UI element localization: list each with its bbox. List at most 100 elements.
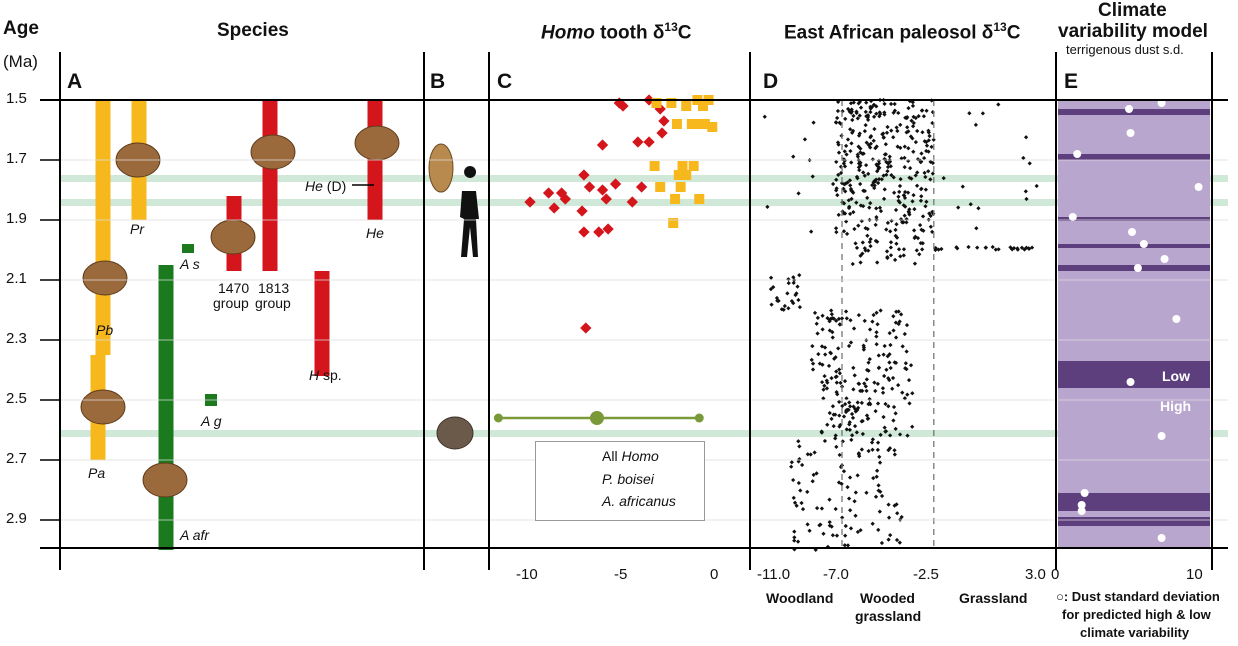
paleosol-point bbox=[837, 399, 842, 405]
paleosol-point bbox=[956, 205, 961, 210]
paleosol-point bbox=[973, 122, 979, 128]
boisei-point bbox=[666, 98, 677, 108]
paleosol-point bbox=[842, 379, 848, 384]
paleosol-point bbox=[853, 241, 858, 246]
paleosol-point bbox=[1034, 183, 1039, 189]
paleosol-point bbox=[864, 490, 869, 495]
paleosol-point bbox=[888, 229, 893, 234]
paleosol-point bbox=[845, 180, 850, 185]
paleosol-point bbox=[877, 454, 882, 460]
paleosol-point bbox=[879, 540, 885, 546]
paleosol-point bbox=[848, 526, 854, 531]
paleosol-point bbox=[834, 380, 839, 385]
paleosol-point bbox=[920, 247, 925, 252]
paleosol-point bbox=[873, 408, 878, 414]
paleosol-point bbox=[870, 319, 875, 324]
paleosol-point bbox=[829, 312, 834, 317]
paleosol-point bbox=[812, 310, 818, 315]
paleosol-point bbox=[834, 444, 839, 450]
paleosol-point bbox=[837, 452, 842, 458]
paleosol-point bbox=[897, 189, 902, 195]
paleosol-point bbox=[900, 390, 905, 395]
paleosol-point bbox=[768, 275, 774, 280]
paleosol-point bbox=[793, 292, 798, 298]
paleosol-point bbox=[849, 160, 854, 165]
paleosol-point bbox=[888, 101, 894, 107]
paleosol-point bbox=[879, 177, 884, 182]
paleosol-point bbox=[769, 302, 774, 307]
paleosol-point bbox=[936, 247, 941, 252]
paleosol-point bbox=[876, 483, 881, 488]
paleosol-point bbox=[882, 373, 887, 379]
paleosol-point bbox=[820, 313, 825, 318]
paleosol-point bbox=[875, 381, 880, 387]
paleosol-point bbox=[907, 207, 912, 212]
paleosol-point bbox=[791, 477, 796, 483]
paleosol-point bbox=[1019, 245, 1025, 250]
homo-point bbox=[596, 184, 609, 196]
paleosol-point bbox=[910, 103, 916, 108]
paleosol-point bbox=[896, 247, 902, 252]
paleosol-point bbox=[856, 313, 861, 318]
paleosol-point bbox=[910, 199, 915, 204]
dust-sd-point bbox=[1080, 489, 1089, 497]
paleosol-point bbox=[878, 432, 883, 438]
paleosol-point bbox=[865, 233, 870, 238]
paleosol-point bbox=[868, 244, 873, 249]
paleosol-point bbox=[840, 515, 845, 520]
homo-point bbox=[656, 127, 668, 139]
paleosol-point bbox=[1009, 247, 1015, 252]
paleosol-point bbox=[826, 363, 832, 368]
hsp-suffix: sp. bbox=[319, 367, 342, 383]
paleosol-point bbox=[905, 433, 910, 438]
paleosol-point bbox=[906, 158, 911, 164]
paleosol-point bbox=[996, 102, 1001, 107]
paleosol-point bbox=[919, 151, 924, 156]
paleosol-point bbox=[822, 373, 827, 379]
paleosol-point bbox=[885, 164, 891, 170]
paleosol-point bbox=[888, 365, 893, 371]
paleosol-point bbox=[919, 194, 924, 199]
paleosol-point bbox=[841, 211, 846, 216]
highlight-band bbox=[60, 175, 1228, 182]
paleosol-point bbox=[892, 452, 897, 457]
boisei-point bbox=[677, 161, 688, 171]
paleosol-point bbox=[837, 322, 842, 327]
paleosol-point bbox=[842, 543, 847, 548]
paleosol-point bbox=[836, 316, 842, 322]
paleosol-point bbox=[908, 134, 914, 139]
species-label-pr: Pr bbox=[130, 221, 144, 237]
species-bar bbox=[158, 265, 174, 550]
paleosol-point bbox=[863, 226, 868, 231]
boisei-point bbox=[699, 119, 710, 129]
paleosol-point bbox=[874, 330, 879, 335]
paleosol-point bbox=[920, 214, 926, 219]
paleosol-point bbox=[877, 460, 883, 465]
paleosol-point bbox=[914, 183, 920, 188]
legend-a-africanus: A. africanus bbox=[602, 493, 676, 509]
legend-p-boisei: P. boisei bbox=[602, 471, 654, 487]
paleosol-point bbox=[887, 446, 893, 451]
paleosol-point bbox=[967, 111, 972, 116]
paleosol-point bbox=[819, 344, 825, 349]
species-bar bbox=[95, 100, 111, 355]
homo-point bbox=[583, 181, 596, 193]
paleosol-point bbox=[874, 474, 879, 479]
paleosol-point bbox=[795, 284, 800, 289]
dust-sd-point bbox=[1133, 264, 1142, 272]
species-bar bbox=[262, 100, 278, 271]
paleosol-point bbox=[923, 174, 928, 180]
legend-all-homo-it: Homo bbox=[621, 448, 659, 464]
paleosol-point bbox=[889, 218, 894, 223]
paleosol-point bbox=[837, 413, 842, 418]
paleosol-point bbox=[837, 371, 842, 376]
homo-point bbox=[576, 205, 588, 217]
paleosol-point bbox=[892, 190, 897, 195]
paleosol-point bbox=[882, 187, 887, 192]
paleosol-point bbox=[851, 387, 856, 392]
paleosol-point bbox=[834, 389, 839, 395]
paleosol-point bbox=[866, 171, 871, 176]
paleosol-point bbox=[848, 340, 854, 345]
paleosol-point bbox=[830, 404, 836, 409]
skull-image bbox=[80, 389, 126, 425]
